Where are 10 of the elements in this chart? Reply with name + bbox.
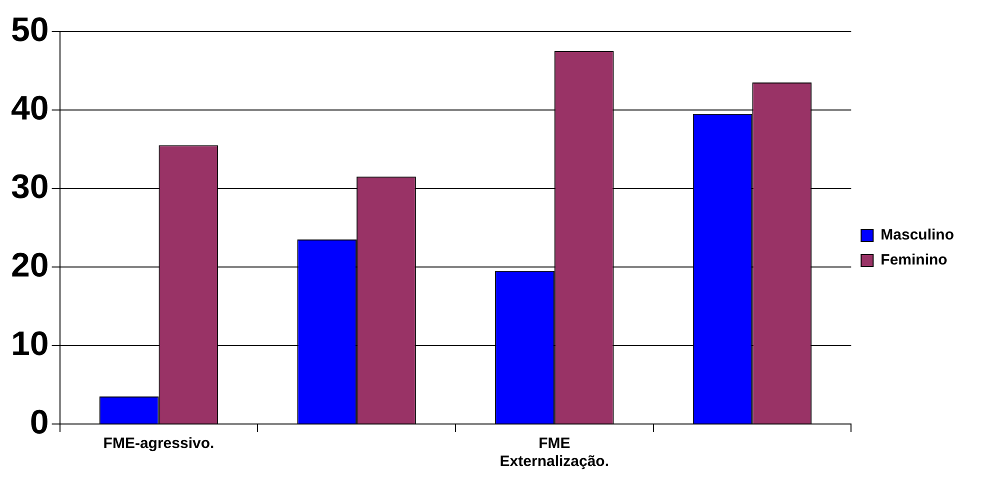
y-tick-label: 0	[30, 403, 49, 442]
y-tick-label: 10	[10, 324, 49, 363]
y-tick-label: 30	[10, 168, 49, 206]
y-tick-label: 50	[10, 10, 49, 49]
y-tick-label: 20	[10, 246, 49, 284]
x-tick-label: FME-agressivo.	[103, 435, 214, 452]
y-tick-label: 40	[10, 89, 49, 128]
x-tick-label: FME Externalização.	[500, 435, 610, 470]
legend-label: Feminino	[880, 252, 948, 269]
legend-label: Masculino	[880, 226, 954, 244]
